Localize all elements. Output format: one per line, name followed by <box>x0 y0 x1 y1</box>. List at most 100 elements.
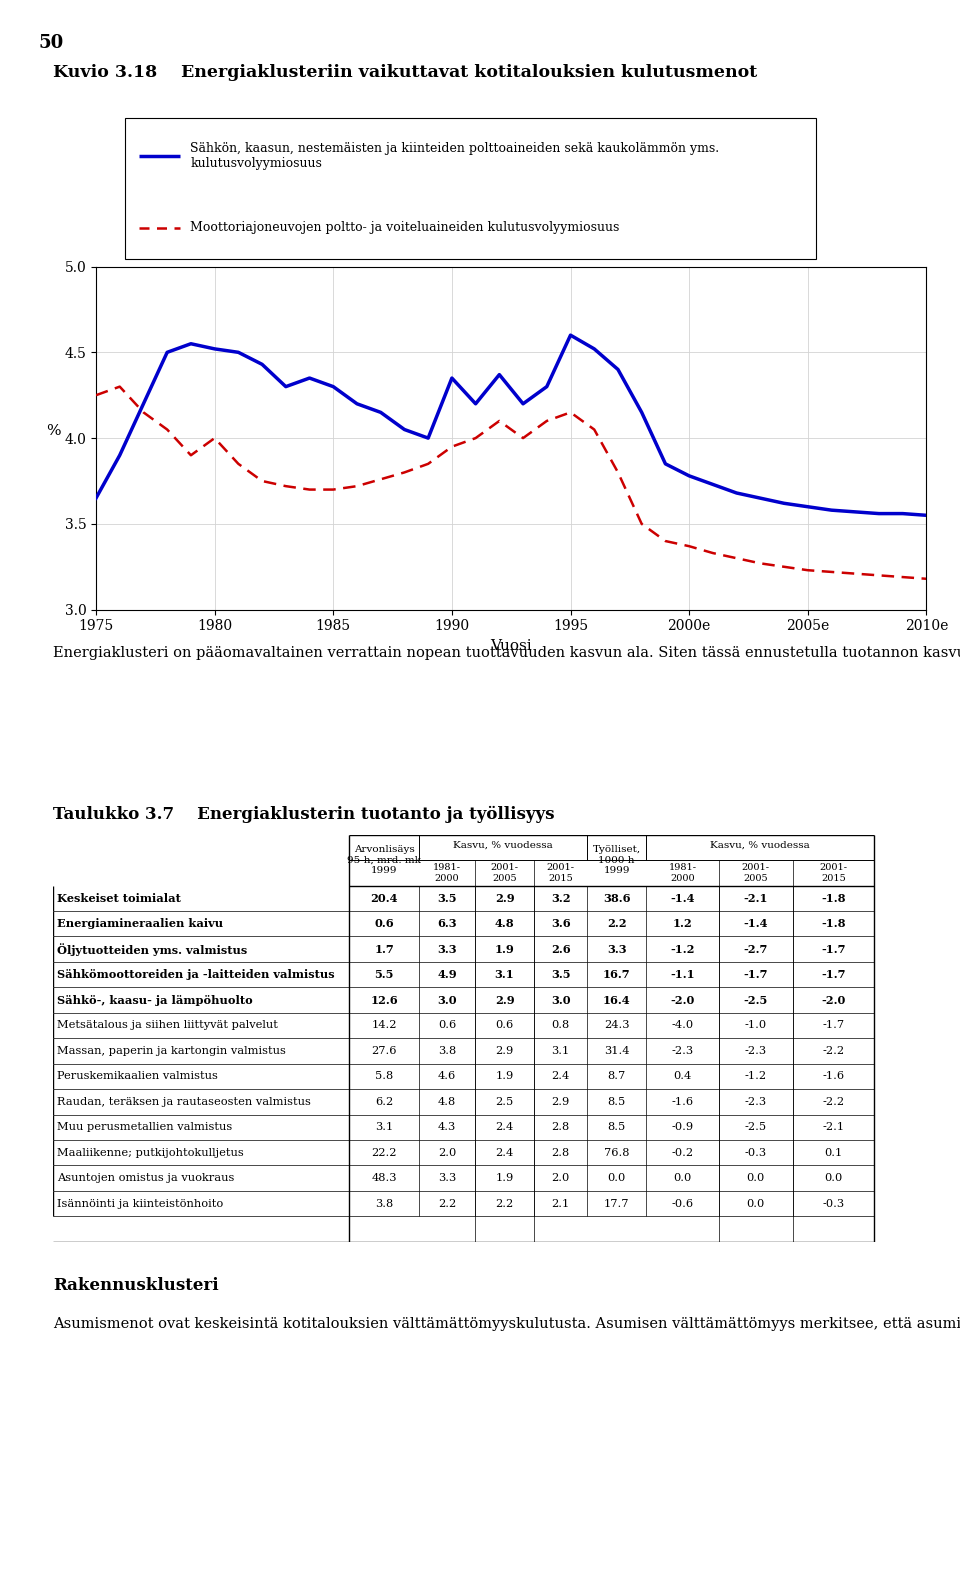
Text: 3.2: 3.2 <box>551 892 570 903</box>
Text: -2.3: -2.3 <box>745 1045 767 1057</box>
Text: -1.6: -1.6 <box>823 1071 845 1082</box>
Text: 4.8: 4.8 <box>438 1096 456 1106</box>
Text: -1.7: -1.7 <box>822 969 846 980</box>
Text: 3.0: 3.0 <box>438 994 457 1005</box>
Text: 16.7: 16.7 <box>603 969 631 980</box>
Text: 8.7: 8.7 <box>608 1071 626 1082</box>
Text: 14.2: 14.2 <box>372 1020 396 1031</box>
Text: 0.0: 0.0 <box>825 1173 843 1183</box>
Text: -1.7: -1.7 <box>823 1020 845 1031</box>
Y-axis label: %: % <box>46 425 60 439</box>
Text: 0.0: 0.0 <box>747 1173 765 1183</box>
Text: 24.3: 24.3 <box>604 1020 630 1031</box>
Text: 27.6: 27.6 <box>372 1045 396 1057</box>
Text: 3.1: 3.1 <box>551 1045 570 1057</box>
Text: -0.2: -0.2 <box>671 1148 693 1157</box>
Text: 4.8: 4.8 <box>494 918 515 929</box>
Text: Asuntojen omistus ja vuokraus: Asuntojen omistus ja vuokraus <box>58 1173 234 1183</box>
Text: 0.4: 0.4 <box>673 1071 691 1082</box>
Text: 1.9: 1.9 <box>494 943 515 954</box>
Text: 3.1: 3.1 <box>494 969 515 980</box>
Text: 4.3: 4.3 <box>438 1122 456 1132</box>
Text: Kasvu, % vuodessa: Kasvu, % vuodessa <box>453 841 553 849</box>
Text: 1.9: 1.9 <box>495 1071 514 1082</box>
Text: -1.6: -1.6 <box>671 1096 693 1106</box>
Text: -0.3: -0.3 <box>745 1148 767 1157</box>
Text: -1.4: -1.4 <box>670 892 695 903</box>
Text: 2.9: 2.9 <box>495 1045 514 1057</box>
Text: 2.8: 2.8 <box>551 1122 570 1132</box>
Text: 1.2: 1.2 <box>673 918 692 929</box>
Text: 1.7: 1.7 <box>374 943 394 954</box>
Text: 2.4: 2.4 <box>551 1071 570 1082</box>
Text: -1.4: -1.4 <box>744 918 768 929</box>
Text: Metsätalous ja siihen liittyvät palvelut: Metsätalous ja siihen liittyvät palvelut <box>58 1020 278 1031</box>
Text: Moottoriajoneuvojen poltto- ja voiteluaineiden kulutusvolyymiosuus: Moottoriajoneuvojen poltto- ja voiteluai… <box>190 222 620 235</box>
Text: -2.3: -2.3 <box>745 1096 767 1106</box>
Text: Energiaklusteri on pääomavaltainen verrattain nopean tuottavuuden kasvun ala. Si: Energiaklusteri on pääomavaltainen verra… <box>53 646 960 661</box>
Text: -1.7: -1.7 <box>822 943 846 954</box>
Text: 0.6: 0.6 <box>374 918 394 929</box>
Text: 50: 50 <box>38 34 63 51</box>
Text: Taulukko 3.7    Energiaklusterin tuotanto ja työllisyys: Taulukko 3.7 Energiaklusterin tuotanto j… <box>53 806 554 824</box>
Text: -1.8: -1.8 <box>822 892 846 903</box>
Text: 2.0: 2.0 <box>438 1148 456 1157</box>
Text: 2.2: 2.2 <box>438 1199 456 1208</box>
Text: Rakennusklusteri: Rakennusklusteri <box>53 1277 219 1294</box>
Text: 0.8: 0.8 <box>551 1020 570 1031</box>
Text: 2.9: 2.9 <box>494 892 515 903</box>
Text: 3.5: 3.5 <box>438 892 457 903</box>
Text: -0.9: -0.9 <box>671 1122 693 1132</box>
Text: -1.8: -1.8 <box>822 918 846 929</box>
Text: -2.0: -2.0 <box>822 994 846 1005</box>
Text: -2.0: -2.0 <box>670 994 695 1005</box>
Text: -1.2: -1.2 <box>745 1071 767 1082</box>
Text: 2.0: 2.0 <box>551 1173 570 1183</box>
Text: -4.0: -4.0 <box>671 1020 693 1031</box>
Text: 2001-
2005: 2001- 2005 <box>742 863 770 883</box>
Text: -0.3: -0.3 <box>823 1199 845 1208</box>
Text: Sähkömoottoreiden ja -laitteiden valmistus: Sähkömoottoreiden ja -laitteiden valmist… <box>58 969 335 980</box>
Text: 3.0: 3.0 <box>551 994 570 1005</box>
Text: 2001-
2015: 2001- 2015 <box>546 863 575 883</box>
Text: -2.5: -2.5 <box>745 1122 767 1132</box>
Text: 0.0: 0.0 <box>608 1173 626 1183</box>
Text: Öljytuotteiden yms. valmistus: Öljytuotteiden yms. valmistus <box>58 943 248 956</box>
Text: Työlliset,
1000 h
1999: Työlliset, 1000 h 1999 <box>592 846 640 875</box>
Text: 2.4: 2.4 <box>495 1122 514 1132</box>
Text: -2.2: -2.2 <box>823 1096 845 1106</box>
Text: Kuvio 3.18    Energiaklusteriin vaikuttavat kotitalouksien kulutusmenot: Kuvio 3.18 Energiaklusteriin vaikuttavat… <box>53 64 757 81</box>
Text: 8.5: 8.5 <box>608 1122 626 1132</box>
Text: -2.7: -2.7 <box>744 943 768 954</box>
Text: Energiamineraalien kaivu: Energiamineraalien kaivu <box>58 918 224 929</box>
Text: 0.0: 0.0 <box>673 1173 691 1183</box>
Text: Peruskemikaalien valmistus: Peruskemikaalien valmistus <box>58 1071 218 1082</box>
Text: Raudan, teräksen ja rautaseosten valmistus: Raudan, teräksen ja rautaseosten valmist… <box>58 1096 311 1106</box>
Text: 17.7: 17.7 <box>604 1199 630 1208</box>
Text: 22.2: 22.2 <box>372 1148 396 1157</box>
Text: 2.8: 2.8 <box>551 1148 570 1157</box>
Text: Maaliikenne; putkijohtokulljetus: Maaliikenne; putkijohtokulljetus <box>58 1148 244 1157</box>
Text: 2001-
2015: 2001- 2015 <box>820 863 848 883</box>
Text: 3.5: 3.5 <box>551 969 570 980</box>
Text: -2.1: -2.1 <box>744 892 768 903</box>
Text: 31.4: 31.4 <box>604 1045 630 1057</box>
Text: 1981-
2000: 1981- 2000 <box>433 863 461 883</box>
Text: -2.5: -2.5 <box>744 994 768 1005</box>
Text: 0.0: 0.0 <box>747 1199 765 1208</box>
Text: 16.4: 16.4 <box>603 994 631 1005</box>
Text: 38.6: 38.6 <box>603 892 631 903</box>
Text: -2.1: -2.1 <box>823 1122 845 1132</box>
Text: Sähkö-, kaasu- ja lämpöhuolto: Sähkö-, kaasu- ja lämpöhuolto <box>58 994 253 1005</box>
Text: 2.9: 2.9 <box>494 994 515 1005</box>
Text: 3.6: 3.6 <box>551 918 570 929</box>
Text: 1.9: 1.9 <box>495 1173 514 1183</box>
Text: 2.5: 2.5 <box>495 1096 514 1106</box>
Text: 0.6: 0.6 <box>495 1020 514 1031</box>
Text: 5.8: 5.8 <box>374 1071 394 1082</box>
Text: 3.3: 3.3 <box>438 1173 456 1183</box>
Text: 20.4: 20.4 <box>371 892 397 903</box>
Text: Sähkön, kaasun, nestemäisten ja kiinteiden polttoaineiden sekä kaukolämmön yms.
: Sähkön, kaasun, nestemäisten ja kiinteid… <box>190 142 720 171</box>
Text: Muu perusmetallien valmistus: Muu perusmetallien valmistus <box>58 1122 232 1132</box>
Text: -0.6: -0.6 <box>671 1199 693 1208</box>
